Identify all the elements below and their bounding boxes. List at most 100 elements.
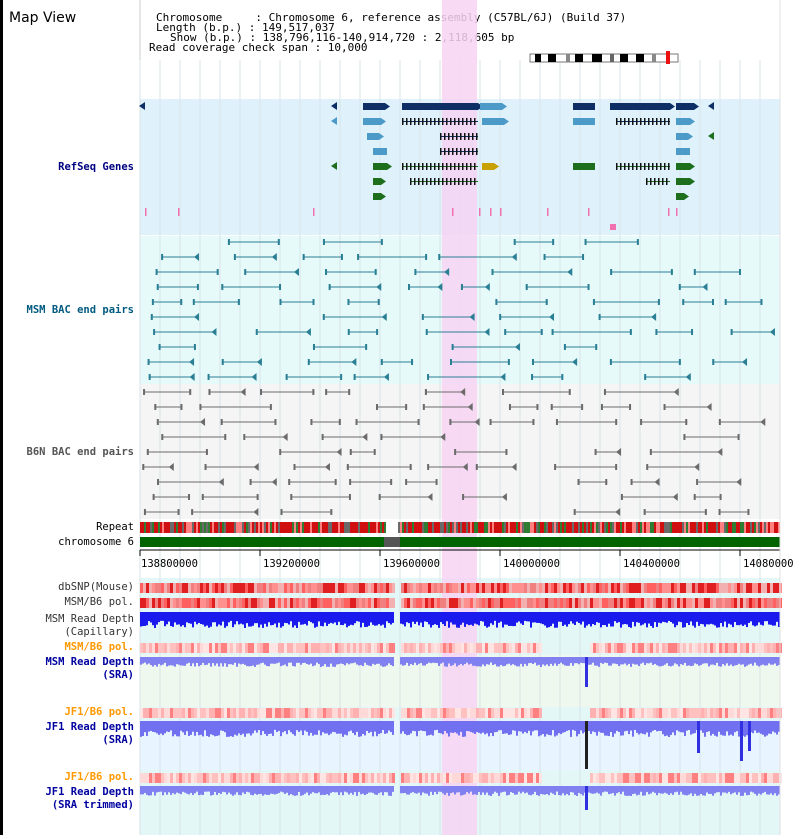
depth-bar <box>622 657 624 665</box>
heat-cell <box>626 773 629 783</box>
heat-cell <box>635 598 638 608</box>
heat-cell <box>263 708 266 718</box>
track-label-refseq[interactable]: RefSeq Genes <box>58 161 134 173</box>
depth-bar <box>510 612 512 626</box>
heat-cell <box>365 583 368 593</box>
repeat-segment <box>292 522 294 533</box>
track-label-msm-b6-pol-sra[interactable]: MSM/B6 pol. <box>64 641 134 653</box>
heat-cell <box>242 598 245 608</box>
depth-bar <box>364 612 366 627</box>
heat-cell <box>647 643 650 653</box>
repeat-segment <box>498 522 500 533</box>
track-label-chromosome[interactable]: chromosome 6 <box>58 536 134 548</box>
repeat-segment <box>182 522 184 533</box>
depth-bar <box>550 786 552 793</box>
track-label-msm-depth-sra[interactable]: MSM Read Depth <box>45 656 134 668</box>
depth-bar <box>536 721 538 731</box>
heat-cell <box>365 708 368 718</box>
track-label-repeat[interactable]: Repeat <box>96 521 134 533</box>
depth-bar <box>364 721 366 736</box>
heat-cell <box>518 583 521 593</box>
heat-cell <box>449 643 452 653</box>
depth-bar <box>666 612 668 623</box>
depth-bar <box>726 657 728 664</box>
heat-cell <box>326 773 329 783</box>
depth-bar <box>498 721 500 731</box>
track-label-jf1-depth-trim[interactable]: JF1 Read Depth <box>45 786 134 798</box>
heat-cell <box>470 598 473 608</box>
bac-end <box>142 464 145 470</box>
depth-bar <box>722 721 724 736</box>
depth-bar <box>666 721 668 736</box>
depth-bar <box>372 612 374 625</box>
repeat-segment <box>226 522 228 533</box>
track-label-msm-b6-pol[interactable]: MSM/B6 pol. <box>64 596 134 608</box>
depth-bar <box>200 721 202 735</box>
depth-bar <box>528 657 530 664</box>
bac-end <box>293 464 296 470</box>
track-label-jf1-depth-sra[interactable]: JF1 Read Depth <box>45 721 134 733</box>
bac-end <box>561 374 564 380</box>
repeat-segment <box>400 522 402 533</box>
repeat-segment <box>424 522 426 533</box>
heat-cell <box>161 583 164 593</box>
bac-end <box>693 269 696 275</box>
axis-tick-label: 140400000 <box>623 558 680 570</box>
gene-exon <box>668 118 670 125</box>
depth-bar <box>540 721 542 736</box>
left-border <box>0 0 3 835</box>
gene-exon <box>458 178 460 185</box>
depth-bar <box>172 612 174 627</box>
repeat-segment <box>624 522 626 533</box>
depth-bar <box>698 786 700 796</box>
depth-bar <box>448 786 450 796</box>
axis-tick-label: 14080000 <box>743 558 794 570</box>
depth-bar <box>348 612 350 626</box>
depth-bar <box>342 721 344 737</box>
depth-bar <box>302 657 304 663</box>
heat-cell <box>692 583 695 593</box>
gene-exon <box>470 163 472 170</box>
heat-cell <box>176 773 179 783</box>
depth-bar <box>672 721 674 733</box>
depth-bar <box>182 657 184 666</box>
depth-bar <box>276 786 278 794</box>
heat-cell <box>209 708 212 718</box>
heat-cell <box>188 773 191 783</box>
repeat-segment <box>236 522 238 533</box>
depth-bar <box>674 721 676 736</box>
track-label-msm-bac[interactable]: MSM BAC end pairs <box>26 304 134 316</box>
gene-exon <box>616 163 618 170</box>
heat-cell <box>176 708 179 718</box>
heat-cell <box>674 643 677 653</box>
depth-bar <box>218 721 220 736</box>
track-label-jf1-b6-pol-trim[interactable]: JF1/B6 pol. <box>64 771 134 783</box>
depth-bar <box>476 721 478 733</box>
track-label-jf1-b6-pol[interactable]: JF1/B6 pol. <box>64 706 134 718</box>
heat-cell <box>155 773 158 783</box>
heat-cell <box>620 773 623 783</box>
track-label-msm-depth-sra-sub: (SRA) <box>102 669 134 681</box>
depth-bar <box>558 786 560 796</box>
track-label-b6n-bac[interactable]: B6N BAC end pairs <box>26 446 134 458</box>
depth-bar <box>294 721 296 736</box>
heat-cell <box>254 773 257 783</box>
heat-cell <box>344 773 347 783</box>
depth-bar <box>158 786 160 792</box>
track-label-msm-depth-capillary[interactable]: MSM Read Depth <box>45 613 134 625</box>
heat-cell <box>167 773 170 783</box>
heat-cell <box>365 643 368 653</box>
heat-cell <box>311 583 314 593</box>
depth-bar <box>652 612 654 628</box>
heat-cell <box>668 708 671 718</box>
depth-bar <box>554 612 556 628</box>
heat-cell <box>227 643 230 653</box>
gene-arrow <box>684 193 689 200</box>
heat-cell <box>632 598 635 608</box>
bac-end <box>243 434 246 440</box>
heat-cell <box>647 583 650 593</box>
track-label-dbsnp[interactable]: dbSNP(Mouse) <box>58 581 134 593</box>
depth-bar <box>630 657 632 667</box>
depth-bar <box>568 612 570 625</box>
